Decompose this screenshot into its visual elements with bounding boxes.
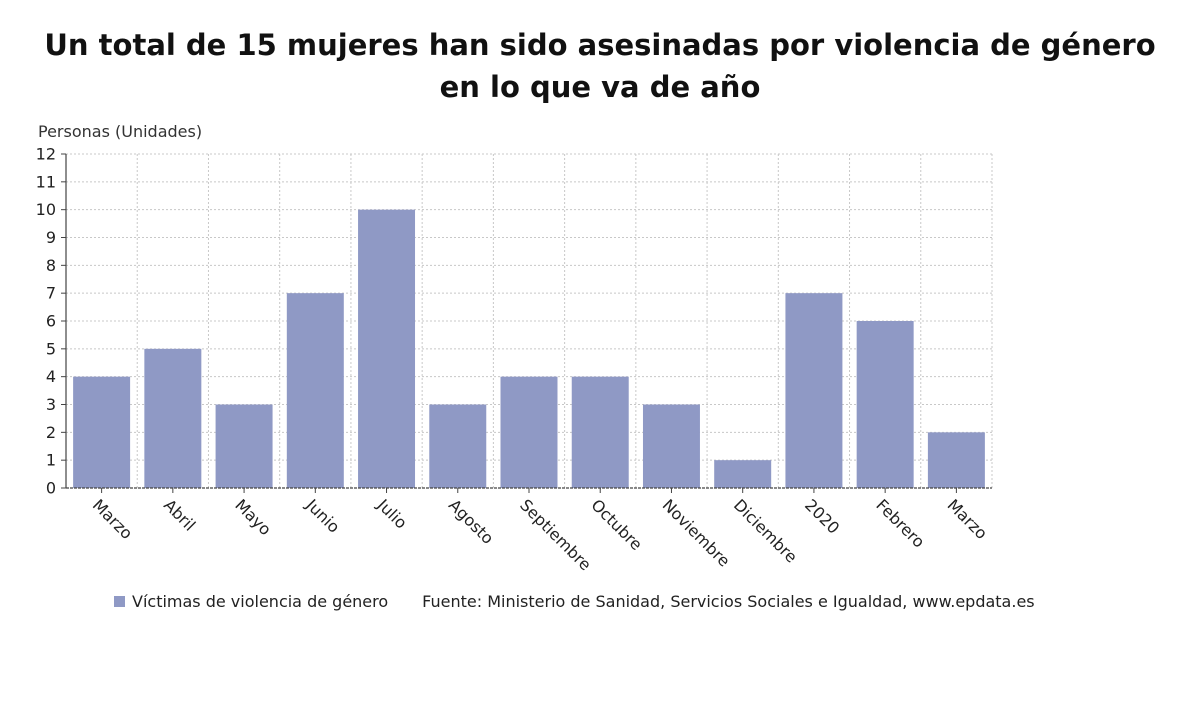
bar	[144, 348, 202, 488]
bar	[358, 209, 416, 488]
bar	[500, 376, 558, 488]
y-tick-label: 12	[36, 145, 56, 164]
y-tick-label: 7	[46, 284, 56, 303]
title-line-1: Un total de 15 mujeres han sido asesinad…	[44, 28, 1156, 62]
bar	[927, 432, 985, 488]
x-tick-label: Agosto	[445, 495, 498, 548]
bar	[714, 460, 772, 488]
legend-swatch	[114, 596, 125, 607]
source-text: Fuente: Ministerio de Sanidad, Servicios…	[422, 592, 1035, 611]
bar	[73, 376, 131, 488]
y-tick-label: 10	[36, 200, 56, 219]
bar	[215, 404, 273, 488]
y-tick-label: 3	[46, 395, 56, 414]
x-tick-label: 2020	[801, 495, 843, 537]
x-tick-label: Septiembre	[516, 495, 595, 574]
y-tick-label: 4	[46, 367, 56, 386]
chart-title: Un total de 15 mujeres han sido asesinad…	[0, 24, 1200, 108]
y-tick-label: 1	[46, 451, 56, 470]
x-tick-label: Diciembre	[730, 495, 801, 566]
x-tick-label: Noviembre	[659, 495, 734, 570]
bar	[642, 404, 700, 488]
y-tick-label: 2	[46, 423, 56, 442]
x-tick-label: Mayo	[231, 495, 275, 539]
bar	[571, 376, 629, 488]
bar	[856, 321, 914, 488]
x-tick-label: Junio	[302, 495, 344, 537]
y-tick-label: 11	[36, 172, 56, 191]
y-axis-label: Personas (Unidades)	[38, 122, 203, 141]
bar	[286, 293, 344, 488]
y-tick-label: 0	[46, 479, 56, 498]
y-tick-label: 5	[46, 339, 56, 358]
bar	[785, 293, 843, 488]
chart-footer: Víctimas de violencia de género Fuente: …	[114, 592, 1035, 611]
x-tick-label: Marzo	[944, 495, 992, 543]
y-tick-label: 8	[46, 256, 56, 275]
x-tick-label: Marzo	[89, 495, 137, 543]
y-tick-label: 6	[46, 312, 56, 331]
x-tick-label: Julio	[373, 495, 411, 533]
x-tick-label: Abril	[160, 495, 199, 534]
x-tick-label: Febrero	[872, 495, 928, 551]
legend-label: Víctimas de violencia de género	[132, 592, 389, 611]
x-tick-label: Octubre	[587, 495, 646, 554]
title-line-2: en lo que va de año	[439, 70, 761, 104]
y-tick-label: 9	[46, 228, 56, 247]
bar	[429, 404, 487, 488]
